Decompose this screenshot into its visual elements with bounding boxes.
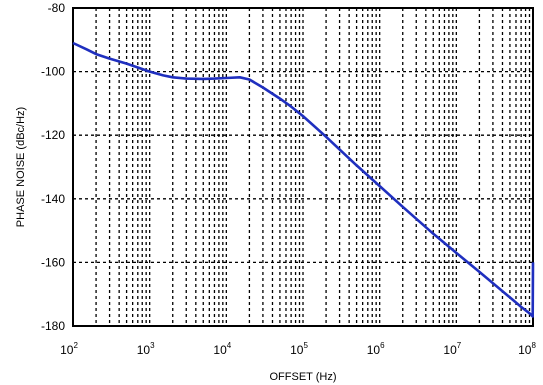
- plot-frame: [72, 7, 534, 327]
- x-tick-label: 102: [60, 341, 78, 357]
- y-tick-label: -120: [41, 128, 65, 142]
- y-tick-label: -140: [41, 192, 65, 206]
- x-tick-label: 108: [518, 341, 536, 357]
- x-tick-label: 104: [213, 341, 231, 357]
- x-tick-label: 107: [443, 341, 461, 357]
- grid-lines: [73, 8, 533, 326]
- phase-noise-series-line: [72, 41, 535, 318]
- y-tick-label: -160: [41, 255, 65, 269]
- y-tick-label: -80: [48, 1, 66, 15]
- x-axis-label: OFFSET (Hz): [269, 371, 336, 383]
- y-tick-label: -180: [41, 319, 65, 333]
- y-axis-label: PHASE NOISE (dBc/Hz): [15, 107, 27, 227]
- x-tick-label: 103: [137, 341, 155, 357]
- y-tick-label: -100: [41, 65, 65, 79]
- x-tick-label: 105: [290, 341, 308, 357]
- tick-labels: -80 -100 -120 -140 -160 -180 102 103 104 105 106 10…: [41, 1, 536, 357]
- series-layer: [72, 41, 535, 318]
- x-tick-label: 106: [367, 341, 385, 357]
